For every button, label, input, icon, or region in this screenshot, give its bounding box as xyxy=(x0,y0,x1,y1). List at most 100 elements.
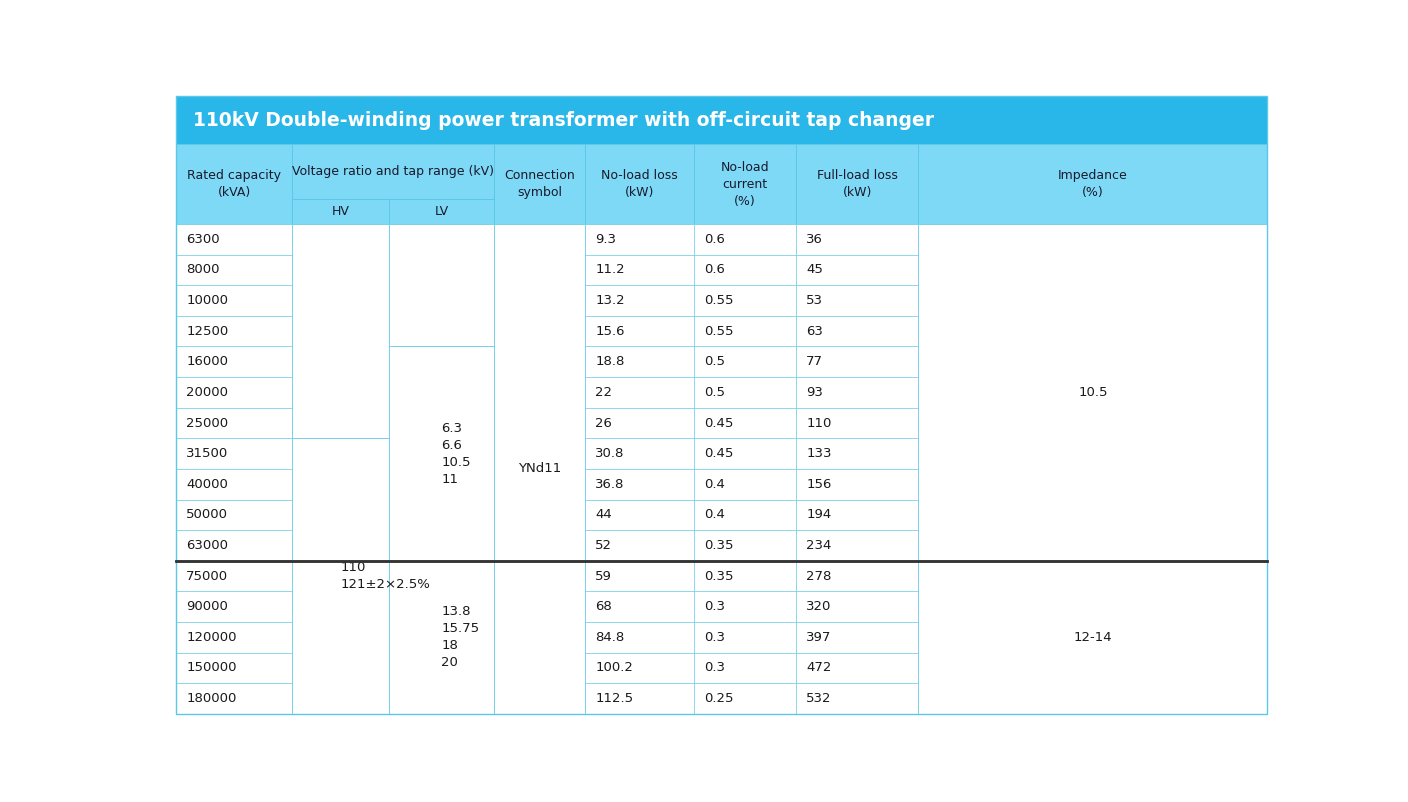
Bar xyxy=(176,591,293,622)
Text: 0.6: 0.6 xyxy=(704,233,725,246)
Bar xyxy=(293,346,389,377)
Bar xyxy=(389,561,494,591)
Bar xyxy=(918,500,1267,530)
Bar xyxy=(694,683,796,714)
Text: 8000: 8000 xyxy=(186,264,220,277)
Text: YNd11: YNd11 xyxy=(518,463,562,476)
Bar xyxy=(494,346,586,377)
Text: 13.2: 13.2 xyxy=(596,294,625,307)
Bar xyxy=(494,144,586,224)
Bar xyxy=(586,500,694,530)
Text: 12-14: 12-14 xyxy=(1073,630,1112,644)
Text: 150000: 150000 xyxy=(186,662,237,674)
Bar xyxy=(918,224,1267,255)
Text: 234: 234 xyxy=(805,539,832,552)
Text: Connection
symbol: Connection symbol xyxy=(504,169,574,199)
Text: HV: HV xyxy=(332,205,349,218)
Text: 12500: 12500 xyxy=(186,325,228,338)
Bar xyxy=(293,407,389,439)
Text: Voltage ratio and tap range (kV): Voltage ratio and tap range (kV) xyxy=(291,165,494,178)
Text: 0.45: 0.45 xyxy=(704,448,734,460)
Bar xyxy=(586,407,694,439)
Bar xyxy=(176,377,293,407)
Bar xyxy=(293,591,389,622)
Text: No-load
current
(%): No-load current (%) xyxy=(721,160,769,208)
Bar xyxy=(918,561,1267,714)
Bar xyxy=(293,224,389,439)
Bar xyxy=(796,377,918,407)
Text: 26: 26 xyxy=(596,416,612,430)
Text: 0.6: 0.6 xyxy=(704,264,725,277)
Bar xyxy=(694,316,796,346)
Bar xyxy=(494,224,586,714)
Bar xyxy=(494,591,586,622)
Text: 110kV Double-winding power transformer with off-circuit tap changer: 110kV Double-winding power transformer w… xyxy=(193,111,934,130)
Text: 156: 156 xyxy=(805,478,832,491)
Bar xyxy=(694,591,796,622)
Bar xyxy=(293,500,389,530)
Bar xyxy=(389,653,494,683)
Bar xyxy=(694,255,796,286)
Text: 52: 52 xyxy=(596,539,612,552)
Text: 93: 93 xyxy=(805,386,822,399)
Bar xyxy=(389,377,494,407)
Bar xyxy=(918,439,1267,469)
Text: 31500: 31500 xyxy=(186,448,228,460)
Bar xyxy=(494,561,586,591)
Text: 0.25: 0.25 xyxy=(704,692,734,705)
Bar xyxy=(494,530,586,561)
Bar xyxy=(796,286,918,316)
Text: 532: 532 xyxy=(805,692,832,705)
Bar xyxy=(694,407,796,439)
Text: Rated capacity
(kVA): Rated capacity (kVA) xyxy=(187,169,282,199)
Bar xyxy=(586,530,694,561)
Bar xyxy=(918,224,1267,561)
Text: 0.4: 0.4 xyxy=(704,478,725,491)
Bar xyxy=(918,469,1267,500)
Bar xyxy=(293,530,389,561)
Bar xyxy=(918,144,1267,224)
Text: 0.45: 0.45 xyxy=(704,416,734,430)
Bar xyxy=(918,316,1267,346)
Bar xyxy=(918,683,1267,714)
Bar xyxy=(389,224,494,255)
Text: 15.6: 15.6 xyxy=(596,325,625,338)
Bar xyxy=(694,653,796,683)
Bar xyxy=(293,377,389,407)
Bar xyxy=(796,622,918,653)
Bar xyxy=(293,561,389,591)
Bar xyxy=(694,286,796,316)
Text: 75000: 75000 xyxy=(186,569,228,582)
Text: 84.8: 84.8 xyxy=(596,630,625,644)
Bar xyxy=(796,144,918,224)
Text: 0.55: 0.55 xyxy=(704,325,734,338)
Bar xyxy=(389,561,494,714)
Text: 90000: 90000 xyxy=(186,600,228,614)
Text: 53: 53 xyxy=(805,294,824,307)
Bar xyxy=(293,224,389,255)
Bar xyxy=(293,683,389,714)
Bar xyxy=(389,407,494,439)
Bar xyxy=(176,286,293,316)
Bar xyxy=(694,144,796,224)
Bar xyxy=(389,316,494,346)
Text: 112.5: 112.5 xyxy=(596,692,634,705)
Bar xyxy=(176,683,293,714)
Bar xyxy=(586,286,694,316)
Bar xyxy=(694,377,796,407)
Bar xyxy=(293,255,389,286)
Bar xyxy=(918,407,1267,439)
Bar xyxy=(176,469,293,500)
Bar xyxy=(918,255,1267,286)
Bar xyxy=(389,469,494,500)
Bar xyxy=(389,286,494,316)
Text: 133: 133 xyxy=(805,448,832,460)
Bar xyxy=(796,561,918,591)
Bar xyxy=(176,224,293,255)
Text: 30.8: 30.8 xyxy=(596,448,625,460)
Bar xyxy=(176,255,293,286)
Text: 45: 45 xyxy=(805,264,822,277)
Bar xyxy=(694,561,796,591)
Text: LV: LV xyxy=(435,205,449,218)
Text: 120000: 120000 xyxy=(186,630,237,644)
